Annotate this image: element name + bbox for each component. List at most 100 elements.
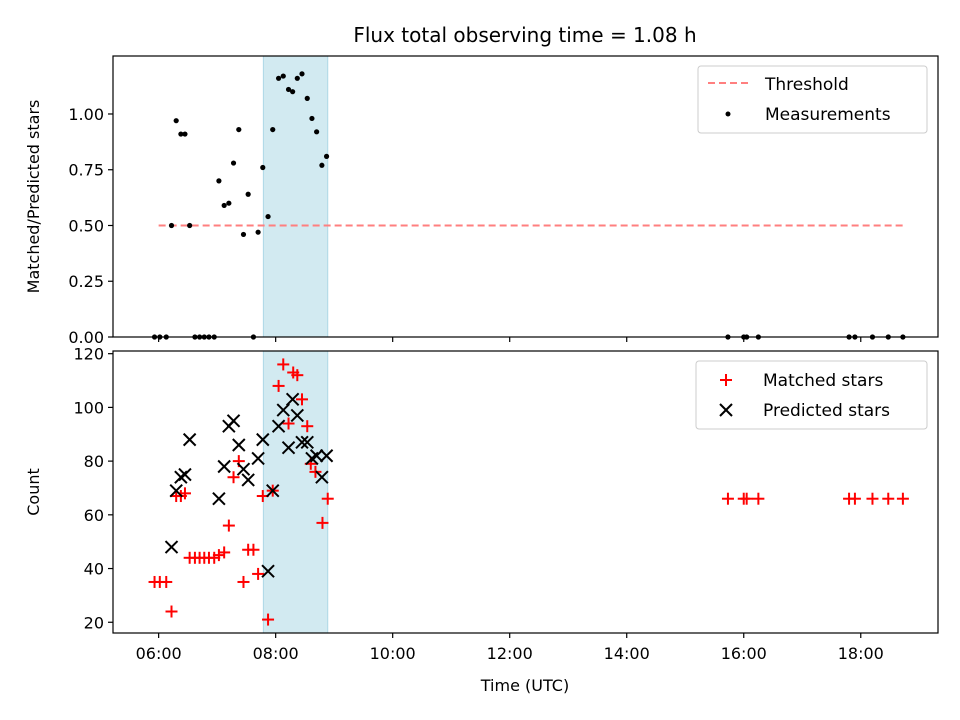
predicted-star-point [300, 435, 314, 450]
legend-matched-marker [720, 374, 732, 386]
x-tick-label: 08:00 [253, 644, 299, 663]
matched-star-point [272, 379, 285, 392]
matched-star-point [282, 417, 295, 430]
matched-star-point [227, 471, 240, 484]
matched-star-point [165, 605, 178, 618]
measurement-point [294, 75, 300, 81]
measurement-point [304, 95, 310, 101]
matched-star-point [160, 575, 173, 588]
matched-star-point [301, 420, 314, 433]
measurement-point [323, 153, 330, 159]
predicted-star-point [266, 483, 280, 498]
matched-star-point [277, 358, 290, 371]
x-tick-label: 12:00 [487, 644, 533, 663]
measurement-point [178, 131, 184, 137]
matched-star-point [212, 549, 225, 562]
matched-star-point [321, 492, 334, 505]
measurement-point [216, 178, 222, 184]
measurement-point [173, 118, 179, 124]
predicted-star-point [309, 449, 324, 463]
measurement-point [299, 71, 305, 77]
y-tick-label: 1.00 [68, 105, 104, 124]
predicted-star-point [315, 470, 329, 484]
measurement-point [260, 164, 266, 171]
predicted-star-point [276, 403, 290, 417]
matched-star-point [848, 492, 861, 505]
measurement-point [290, 89, 296, 95]
x-tick-label: 06:00 [136, 644, 182, 663]
matched-star-point [882, 492, 895, 505]
measurement-point [168, 222, 175, 229]
matched-star-point [316, 516, 329, 529]
predicted-star-point [290, 408, 305, 423]
predicted-star-point [212, 492, 226, 506]
measurement-point [187, 222, 193, 229]
measurement-point [226, 200, 232, 206]
predicted-star-point [271, 419, 286, 433]
top-panel: 0.00 0.25 0.50 0.75 1.00 Matched/Predicted s… [24, 55, 939, 347]
predicted-star-point [178, 467, 192, 482]
y-tick-label: 0.50 [68, 216, 104, 235]
matched-star-point [247, 543, 260, 556]
x-tick-label: 16:00 [721, 644, 767, 663]
matched-star-point [721, 492, 734, 505]
y-tick-label: 0.25 [68, 272, 104, 291]
matched-star-point [866, 492, 879, 505]
predicted-star-point [251, 451, 265, 466]
bottom-axes-frame [112, 350, 939, 634]
predicted-star-point [319, 449, 334, 463]
measurement-point [240, 231, 247, 238]
legend-box [695, 360, 928, 430]
bottom-panel: 20 40 60 80 100 120 06:00 08:00 10:00 12:00 14:00 1… [24, 345, 939, 695]
measurement-point [285, 86, 292, 93]
predicted-star-point [261, 564, 275, 578]
measurement-point [182, 131, 188, 137]
predicted-star-point [241, 473, 255, 487]
matched-star-point [178, 487, 191, 500]
predicted-star-point [256, 432, 270, 447]
predicted-star-point [182, 432, 197, 447]
measurement-point [245, 191, 251, 197]
legend-measurements-label: Measurements [765, 105, 891, 125]
predicted-star-point [169, 483, 183, 498]
predicted-star-point [217, 459, 231, 474]
top-legend: Threshold Measurements [697, 65, 928, 134]
legend-matched-label: Matched stars [763, 371, 883, 391]
y-tick-label: 0.00 [68, 328, 104, 347]
x-tick-label: 18:00 [838, 644, 884, 663]
measurement-point [221, 202, 227, 209]
measurement-point [230, 160, 237, 166]
y-tick-label: 0.75 [68, 161, 104, 180]
y-tick-label: 60 [84, 506, 104, 525]
measurement-point [255, 229, 261, 235]
x-tick-label: 10:00 [370, 644, 416, 663]
x-axis-label: Time (UTC) [480, 676, 569, 695]
matched-star-point [295, 393, 308, 406]
matched-star-point [218, 546, 231, 559]
top-axes-frame [112, 55, 939, 338]
y-tick-label: 120 [73, 345, 104, 364]
matched-star-point [896, 492, 909, 505]
y-tick-label: 40 [84, 560, 104, 579]
legend-predicted-label: Predicted stars [763, 401, 890, 421]
matched-star-point [752, 492, 765, 505]
predicted-star-point [281, 440, 296, 455]
matched-star-point [262, 613, 275, 626]
bottom-legend: Matched stars Predicted stars [695, 360, 928, 430]
legend-box [697, 65, 928, 134]
predicted-star-point [226, 414, 241, 428]
legend-predicted-marker [719, 403, 733, 417]
bottom-y-axis-label: Count [24, 468, 43, 516]
legend-threshold-label: Threshold [764, 75, 849, 95]
measurement-point [270, 126, 276, 133]
matched-star-point [222, 519, 235, 532]
predicted-star-point [285, 392, 300, 407]
y-tick-label: 80 [84, 452, 104, 471]
predicted-star-point [295, 435, 309, 450]
measurement-point [236, 126, 242, 133]
measurement-point [314, 129, 320, 135]
matched-star-point [237, 575, 250, 588]
chart-title: Flux total observing time = 1.08 h [353, 23, 696, 47]
matched-star-point [252, 567, 265, 580]
